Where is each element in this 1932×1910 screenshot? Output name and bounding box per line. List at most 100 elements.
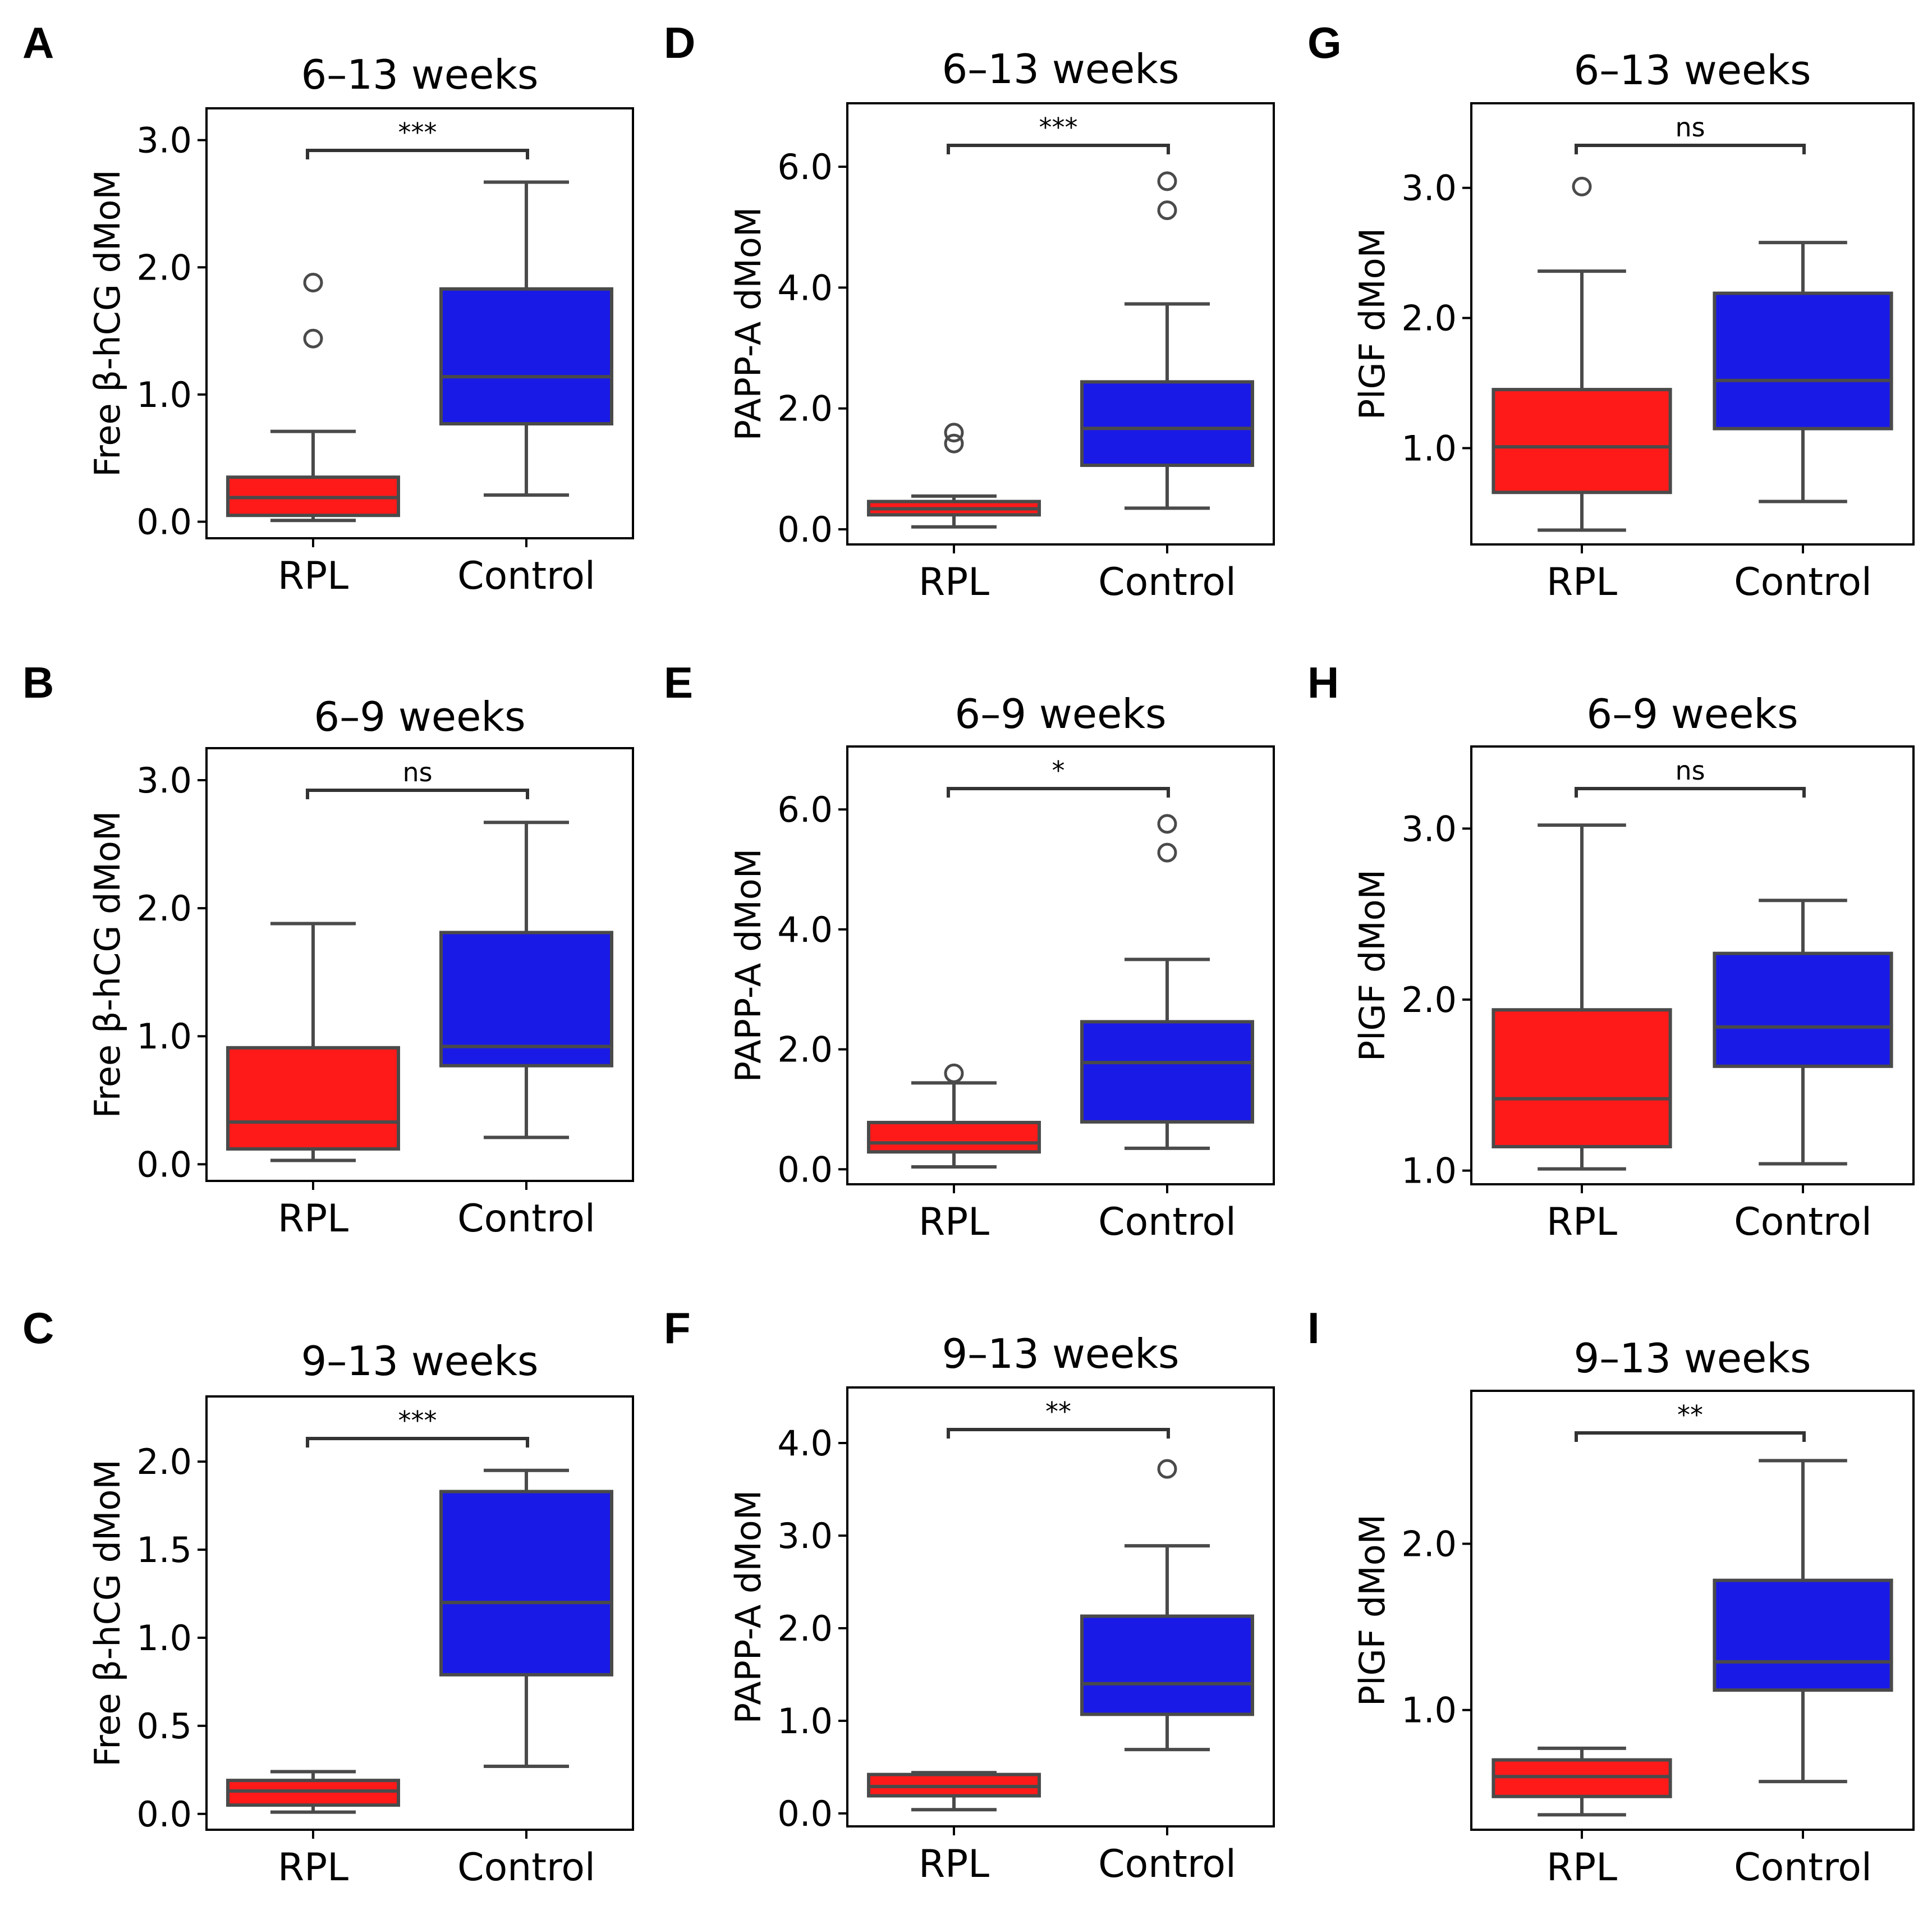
y-tick-label: 2.0 — [1401, 979, 1457, 1020]
panel-h: H 6–9 weeks PlGF dMoM 1.0 2.0 3.0 RPL Control ns — [1307, 658, 1915, 1244]
y-tick-label: 1.0 — [1401, 1690, 1457, 1731]
panel-letter: B — [22, 658, 54, 707]
outlier-point — [303, 328, 323, 349]
box-rpl — [1492, 176, 1672, 532]
x-tick-label: Control — [1098, 1200, 1236, 1244]
y-axis-label: PAPP-A dMoM — [728, 1490, 769, 1724]
panel-letter: A — [22, 18, 54, 67]
significance-label: ns — [1675, 112, 1705, 143]
plot-frame — [846, 745, 1275, 1185]
iqr-box — [1713, 291, 1893, 430]
box-control — [439, 821, 613, 1139]
y-tick-label: 3.0 — [1401, 168, 1457, 209]
y-axis-label: Free β-hCG dMoM — [87, 1459, 128, 1767]
box-rpl — [226, 922, 400, 1162]
iqr-box — [1713, 1578, 1893, 1692]
iqr-box — [439, 287, 613, 426]
iqr-box — [1492, 388, 1672, 494]
panel-e: E 6–9 weeks PAPP-A dMoM 0.0 2.0 4.0 6.0 RPL Cont… — [664, 658, 1275, 1244]
y-tick-label: 3.0 — [136, 760, 192, 801]
y-tick-label: 2.0 — [777, 1608, 833, 1649]
y-tick-label: 4.0 — [777, 1423, 833, 1464]
outlier-point — [1157, 842, 1177, 863]
plot-frame — [1470, 102, 1915, 546]
x-tick-label: Control — [457, 1197, 595, 1241]
y-tick-label: 1.0 — [136, 374, 192, 415]
y-axis-label: PAPP-A dMoM — [728, 207, 769, 441]
outlier-point — [1157, 171, 1177, 191]
box-rpl — [226, 1770, 400, 1814]
y-tick-label: 2.0 — [136, 247, 192, 288]
x-tick-label: RPL — [919, 1842, 989, 1886]
y-axis-label: Free β-hCG dMoM — [87, 170, 128, 477]
iqr-box — [1080, 380, 1254, 467]
plot-frame — [846, 102, 1275, 546]
y-tick-label: 0.0 — [777, 1793, 833, 1834]
y-tick-label: 0.0 — [136, 1144, 192, 1185]
iqr-box — [439, 1490, 613, 1677]
outlier-point — [1572, 176, 1592, 196]
significance-bracket — [947, 1428, 1170, 1439]
x-tick-label: RPL — [278, 554, 348, 598]
y-tick-label: 1.5 — [136, 1529, 192, 1570]
panel-letter: F — [664, 1303, 691, 1353]
x-tick-label: Control — [1734, 1845, 1872, 1890]
y-tick-label: 0.0 — [777, 1149, 833, 1190]
y-axis-label: Free β-hCG dMoM — [87, 811, 128, 1119]
box-rpl — [867, 1063, 1041, 1169]
significance-bracket — [306, 789, 529, 799]
x-tick-label: Control — [1734, 1200, 1872, 1244]
y-tick-label: 4.0 — [777, 267, 833, 308]
significance-bracket — [1575, 787, 1806, 798]
y-tick-label: 0.0 — [777, 509, 833, 550]
significance-bracket — [947, 144, 1170, 154]
significance-label: *** — [398, 117, 437, 148]
box-rpl — [867, 1771, 1041, 1812]
y-tick-label: 2.0 — [777, 1029, 833, 1070]
box-control — [1713, 1459, 1893, 1784]
outlier-point — [1157, 200, 1177, 221]
significance-label: ns — [1675, 755, 1705, 786]
panel-title: 6–13 weeks — [1574, 47, 1811, 94]
y-tick-label: 0.0 — [136, 1794, 192, 1835]
x-tick-label: Control — [457, 1845, 595, 1890]
iqr-box — [1492, 1008, 1672, 1148]
significance-bracket — [306, 1437, 529, 1448]
y-tick-label: 1.0 — [1401, 428, 1457, 469]
plot-frame — [205, 747, 634, 1182]
x-tick-label: RPL — [278, 1845, 348, 1890]
y-tick-label: 6.0 — [777, 789, 833, 830]
y-tick-label: 1.0 — [1401, 1151, 1457, 1192]
iqr-box — [226, 1779, 400, 1807]
y-tick-label: 0.0 — [136, 502, 192, 543]
plot-frame — [846, 1386, 1275, 1827]
panel-f: F 9–13 weeks PAPP-A dMoM 0.0 1.0 2.0 3.0 4.0 RPL… — [664, 1303, 1275, 1886]
panel-letter: I — [1307, 1303, 1320, 1353]
x-tick-label: RPL — [919, 1200, 989, 1244]
box-control — [439, 180, 613, 497]
panel-d: D 6–13 weeks PAPP-A dMoM 0.0 2.0 4.0 6.0 RPL Con… — [664, 18, 1275, 604]
significance-bracket — [1575, 1431, 1806, 1442]
y-tick-label: 2.0 — [1401, 1524, 1457, 1565]
panel-title: 9–13 weeks — [301, 1338, 539, 1385]
significance-label: * — [1052, 755, 1065, 786]
iqr-box — [439, 931, 613, 1068]
panel-title: 9–13 weeks — [1574, 1335, 1811, 1382]
box-control — [1713, 241, 1893, 503]
outlier-point — [1157, 1459, 1177, 1479]
box-control — [1713, 899, 1893, 1166]
panel-title: 6–13 weeks — [942, 45, 1180, 93]
plot-frame — [1470, 745, 1915, 1185]
panel-title: 6–9 weeks — [314, 693, 525, 740]
y-tick-label: 3.0 — [136, 120, 192, 161]
x-tick-label: RPL — [1546, 1845, 1617, 1890]
y-tick-label: 4.0 — [777, 909, 833, 950]
significance-label: *** — [398, 1405, 437, 1436]
outlier-point — [1157, 814, 1177, 834]
x-tick-label: RPL — [919, 560, 989, 604]
y-axis-label: PlGF dMoM — [1352, 228, 1393, 420]
